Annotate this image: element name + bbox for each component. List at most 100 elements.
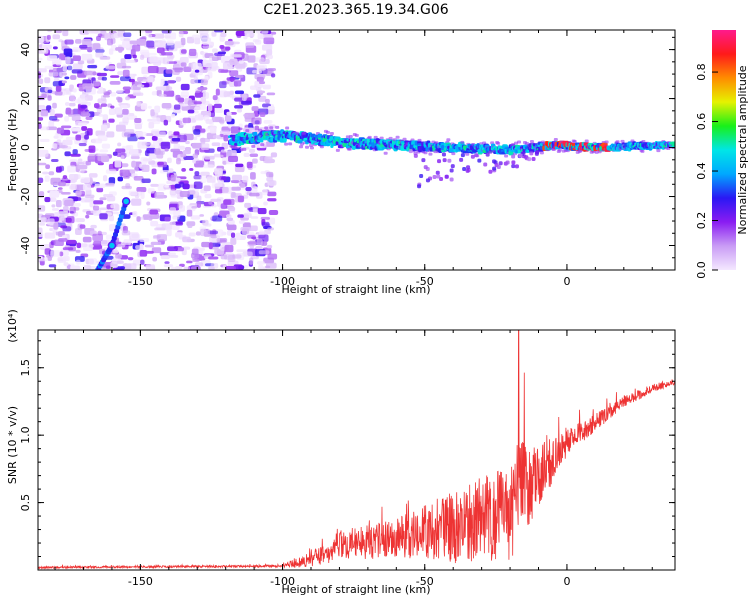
spectrogram-cell [251, 236, 257, 240]
spectrogram-cell [226, 77, 236, 81]
spectrogram-cell [228, 155, 239, 162]
spectrogram-cell [317, 133, 323, 138]
spectrogram-cell [185, 140, 190, 145]
spectrogram-cell [55, 85, 62, 92]
spectrogram-cell [49, 190, 60, 198]
spectrogram-cell [230, 232, 236, 238]
spectrogram-cell [190, 215, 201, 220]
spectrogram-cell [417, 184, 422, 189]
spectrogram-cell [78, 84, 83, 92]
spectrogram-cell [269, 126, 274, 130]
spectrogram-cell [402, 137, 407, 141]
spectrogram-cell [139, 54, 145, 60]
spectrogram-cell [450, 164, 455, 169]
spectrogram-cell [96, 187, 104, 193]
spectrogram-cell [48, 264, 57, 268]
spectrogram-cell [95, 49, 105, 53]
spectrogram-cell [38, 78, 44, 85]
spectrogram-cell [56, 139, 62, 145]
spectrogram-cell [69, 94, 75, 102]
spectrogram-cell [168, 252, 176, 256]
spectrogram-cell [192, 153, 199, 159]
spectrogram-cell [511, 164, 516, 169]
spectrogram-cell [110, 92, 117, 97]
snr-xlabel: Height of straight line (km) [281, 583, 430, 596]
spectrogram-cell [69, 159, 78, 163]
spectrogram-cell [271, 73, 276, 78]
spectrogram-cell [41, 93, 47, 99]
spectrogram-cell [80, 132, 86, 137]
spectrogram-cell [160, 78, 165, 86]
spectrogram-cell [151, 247, 162, 254]
spectrogram-cell [115, 148, 126, 154]
spectrogram-cell [145, 264, 155, 269]
spectrogram-ylabel: Frequency (Hz) [6, 109, 19, 192]
spectrogram-cell [285, 126, 290, 130]
spectrogram-cell [123, 32, 132, 38]
spectrogram-cell [253, 86, 259, 90]
spectrogram-cell [226, 230, 233, 236]
spectrogram-cell [93, 240, 101, 246]
spectrogram-cell [511, 154, 516, 159]
spectrogram-cell [51, 204, 56, 208]
spectrogram-cell [79, 224, 86, 229]
spectrogram-cell [99, 213, 108, 220]
spectrogram-cell [64, 102, 70, 106]
spectrogram-cell [230, 180, 240, 183]
spectrogram-cell [132, 211, 138, 217]
spectrogram-cell [139, 238, 150, 243]
spectrogram-cell [135, 131, 147, 137]
spectrogram-cell [115, 47, 125, 51]
spectrogram-ytick-label: -20 [19, 188, 32, 206]
spectrogram-cell [257, 208, 267, 215]
spectrogram-cell [117, 71, 124, 76]
spectrogram-cell [220, 32, 227, 38]
spectrogram-cell [161, 223, 173, 231]
spectrogram-cell [84, 109, 90, 113]
spectrogram-cell [92, 80, 100, 87]
spectrogram-cell [38, 35, 44, 44]
spectrogram-cell [150, 183, 159, 187]
spectrogram-cell [584, 139, 589, 143]
spectrogram-cell [62, 64, 67, 72]
spectrogram-cell [88, 244, 94, 248]
spectrogram-cell [251, 181, 256, 188]
spectrogram-cell [251, 106, 259, 112]
spectrogram-cell [186, 221, 196, 227]
spectrogram-cell [348, 134, 353, 138]
spectrogram-cell [201, 241, 211, 248]
spectrogram-cell [207, 103, 213, 112]
spectrogram-cell [117, 142, 122, 147]
spectrogram-cell [166, 40, 175, 46]
spectrogram-cell [147, 105, 152, 109]
spectrogram-cell [241, 93, 247, 102]
spectrogram-cell [116, 89, 124, 93]
spectrogram-cell [186, 260, 193, 264]
spectrogram-cell [237, 195, 245, 203]
spectrogram-cell [197, 87, 208, 91]
spectrogram-cell [190, 266, 201, 270]
spectrogram-cell [61, 125, 72, 129]
spectrogram-cell [39, 126, 49, 131]
spectrogram-cell [373, 135, 378, 139]
spectrogram-cell [242, 251, 253, 257]
spectrogram-cell [39, 222, 46, 226]
spectrogram-cell [145, 133, 154, 137]
spectrogram-cell [381, 146, 386, 150]
spectrogram-cell [173, 104, 181, 110]
spectrogram-cell [193, 129, 201, 135]
colorbar-label: Normalized spectral amplitude [736, 65, 749, 234]
spectrogram-cell [234, 105, 244, 109]
spectrogram-cell [52, 143, 58, 149]
spectrogram-cell [118, 121, 129, 126]
spectrogram-cell [261, 30, 269, 34]
spectrogram-cell [80, 104, 88, 109]
spectrogram-cell [188, 48, 197, 56]
spectrogram-cell [167, 246, 178, 252]
spectrogram-cell [150, 220, 159, 227]
spectrogram-cell [219, 130, 230, 136]
spectrogram-cell [498, 161, 503, 166]
spectrogram-xtick-label: -150 [128, 275, 153, 288]
spectrogram-cell [65, 56, 71, 64]
spectrogram-cell [54, 113, 63, 118]
